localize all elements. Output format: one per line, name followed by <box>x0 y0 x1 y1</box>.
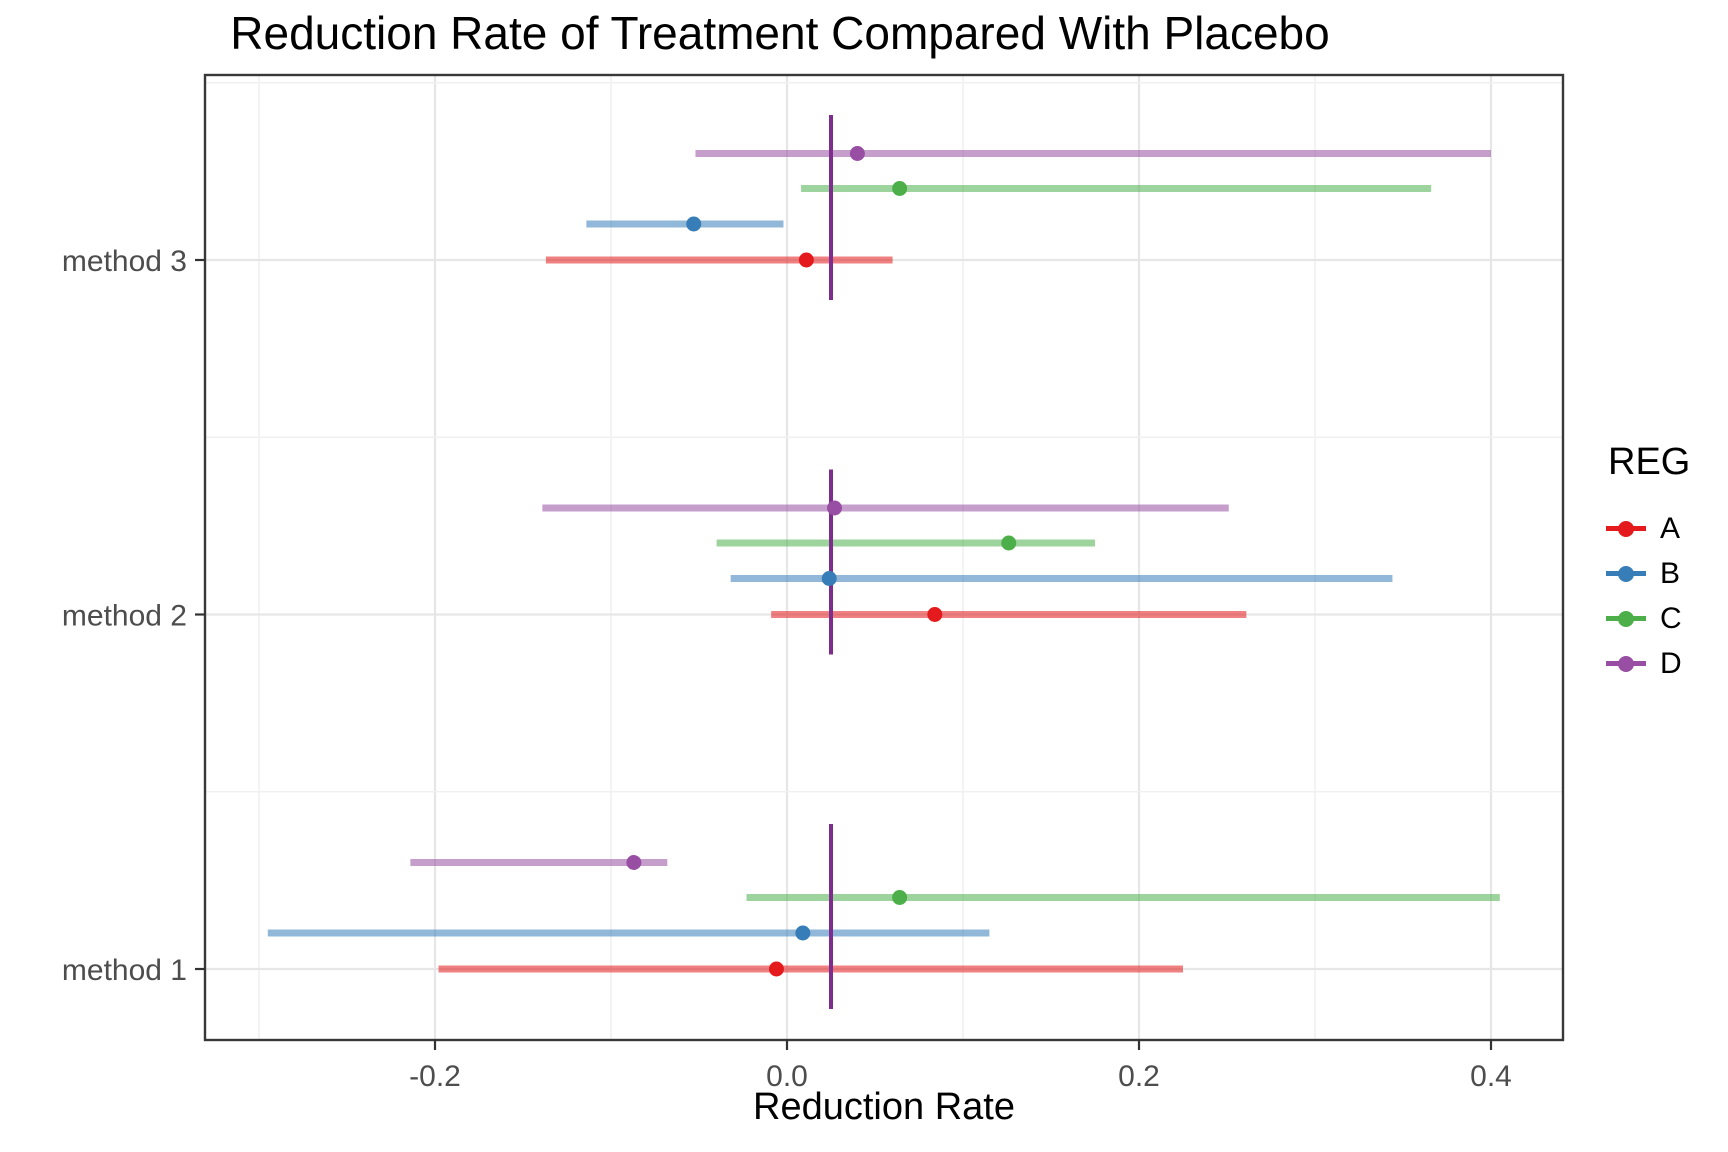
legend-title: REG <box>1608 441 1691 483</box>
x-axis-title: Reduction Rate <box>753 1086 1015 1128</box>
estimate-dot-D-method-2 <box>827 500 843 516</box>
estimate-dot-C-method-1 <box>892 890 908 905</box>
estimate-dot-A-method-2 <box>927 607 943 622</box>
estimate-dot-D-method-1 <box>626 855 642 870</box>
x-tick-label: -0.2 <box>409 1060 461 1093</box>
legend-key-icon <box>1606 554 1646 594</box>
legend-key-icon <box>1606 599 1646 639</box>
legend-item-A: A <box>1606 506 1728 551</box>
y-tick-label: method 3 <box>62 245 187 278</box>
panel-border <box>203 73 1565 1042</box>
panel-background <box>205 75 1563 1040</box>
estimate-dot-D-method-3 <box>849 146 865 161</box>
estimate-dot-A-method-3 <box>798 252 814 268</box>
y-tick-label: method 1 <box>62 954 187 987</box>
x-tick-label: 0.4 <box>1470 1060 1512 1093</box>
legend-item-C: C <box>1606 596 1728 641</box>
legend-label: A <box>1660 511 1681 545</box>
legend-label: D <box>1660 646 1682 680</box>
x-tick-label: 0.0 <box>766 1060 808 1093</box>
estimate-dot-A-method-1 <box>768 961 784 977</box>
legend-label: B <box>1660 556 1681 590</box>
plot-title: Reduction Rate of Treatment Compared Wit… <box>230 7 1330 59</box>
legend-key-icon <box>1606 644 1646 684</box>
estimate-dot-B-method-1 <box>795 925 811 941</box>
y-tick-label: method 2 <box>62 600 187 633</box>
estimate-dot-B-method-3 <box>686 216 702 232</box>
x-tick-label: 0.2 <box>1118 1060 1160 1093</box>
estimate-dot-B-method-2 <box>821 571 837 586</box>
estimate-dot-C-method-3 <box>892 181 908 196</box>
legend-label: C <box>1660 601 1682 635</box>
estimate-dot-C-method-2 <box>1001 535 1017 551</box>
legend-key-icon <box>1606 509 1646 549</box>
legend-item-D: D <box>1606 641 1728 686</box>
legend-item-B: B <box>1606 551 1728 596</box>
